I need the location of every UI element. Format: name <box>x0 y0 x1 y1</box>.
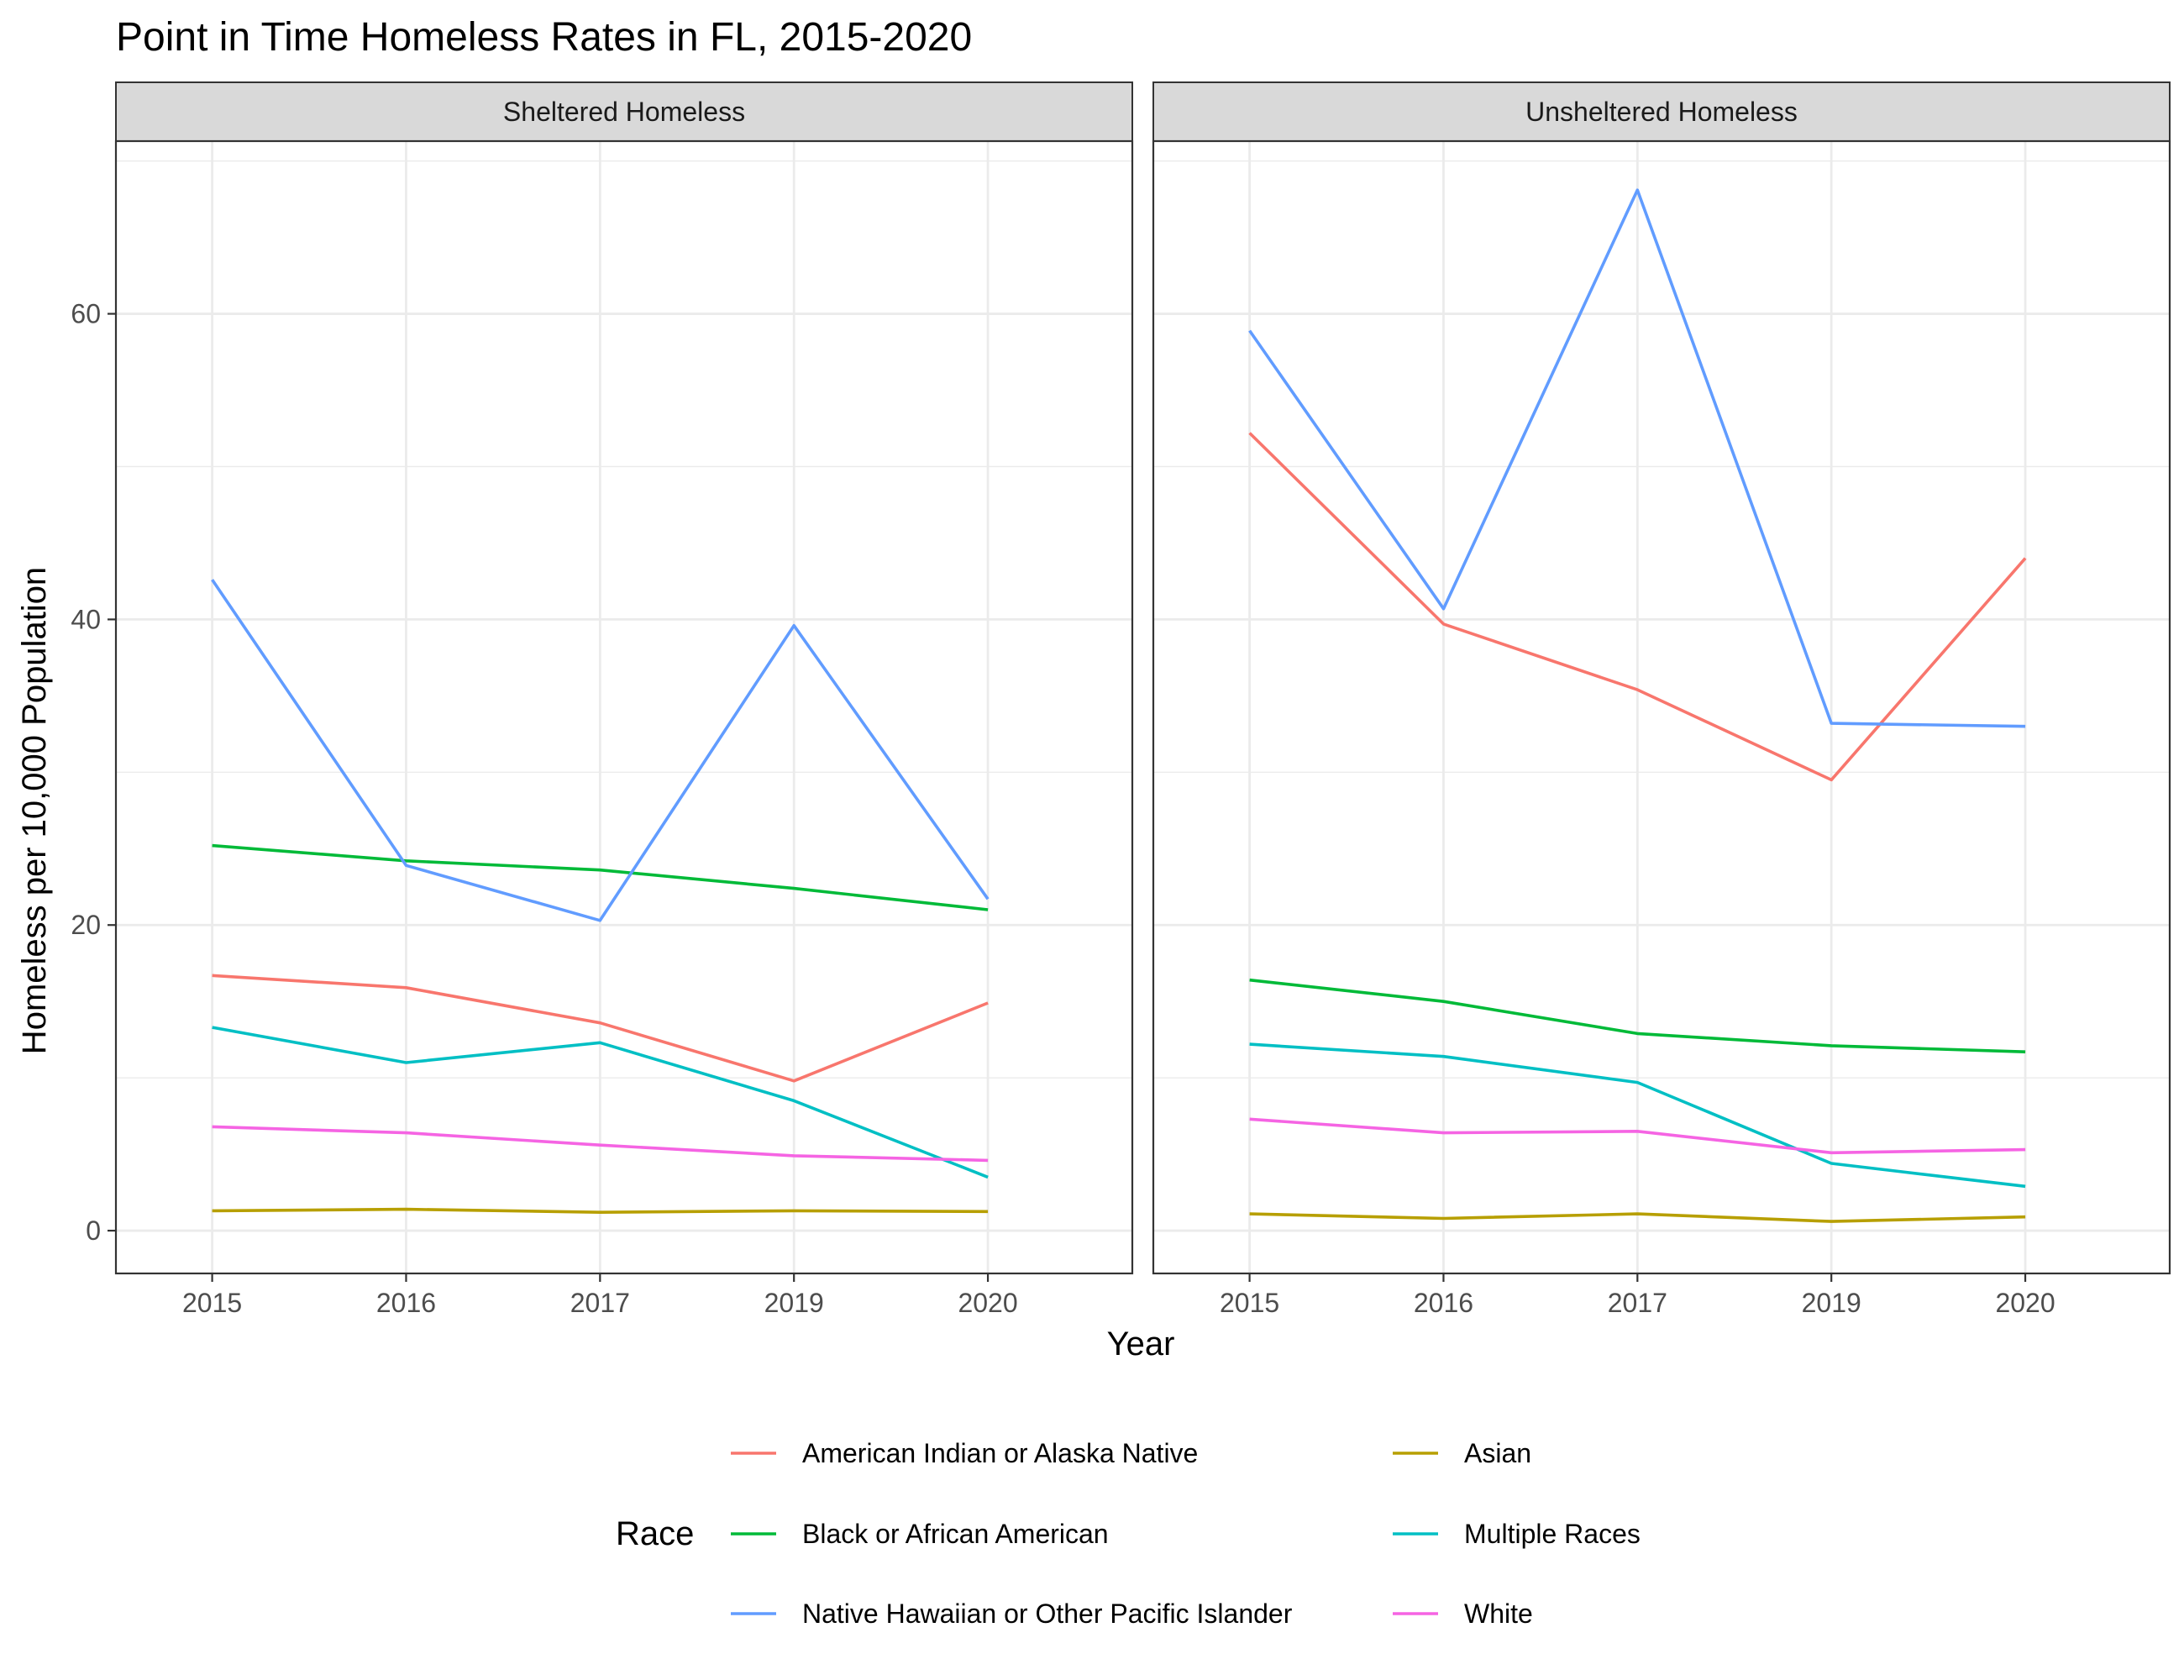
x-tick-label: 2019 <box>764 1288 824 1318</box>
series-line-multiple-races-unsheltered-homeless <box>1249 1042 2026 1189</box>
series-line-black-or-african-american-sheltered-homeless <box>212 843 989 911</box>
y-tick-label: 20 <box>71 910 101 940</box>
y-axis-title: Homeless per 10,000 Population <box>16 567 53 1054</box>
series-line-american-indian-or-alaska-native-sheltered-homeless <box>212 974 989 1083</box>
legend-label-white: White <box>1464 1599 1533 1629</box>
legend-item-black-or-african-american: Black or African American <box>731 1519 1109 1549</box>
panels: Sheltered Homeless 2015 2016 2017 2019 2020 0 2… <box>71 81 2171 1318</box>
legend-item-american-indian-or-alaska-native: American Indian or Alaska Native <box>731 1438 1198 1468</box>
series-line-native-hawaiian-or-other-pacific-islander-unsheltered-homeless <box>1248 188 2026 728</box>
panel-border-sheltered-homeless <box>114 139 1134 1275</box>
plot-area-sheltered-homeless <box>116 141 1132 1273</box>
series-line-american-indian-or-alaska-native-unsheltered-homeless <box>1248 432 2027 782</box>
legend-item-white: White <box>1393 1599 1533 1629</box>
x-tick-label: 2020 <box>958 1288 1017 1318</box>
x-tick-label: 2016 <box>376 1288 436 1318</box>
legend-label-asian: Asian <box>1464 1438 1531 1468</box>
strip-label-sheltered-homeless: Sheltered Homeless <box>503 97 745 127</box>
y-tick-label: 60 <box>71 299 101 329</box>
legend-label-black-or-african-american: Black or African American <box>802 1519 1109 1549</box>
panel-sheltered-homeless: Sheltered Homeless 2015 2016 2017 2019 2020 0 2… <box>71 81 1134 1318</box>
series-line-white-unsheltered-homeless <box>1249 1117 2026 1155</box>
x-tick-label: 2015 <box>182 1288 242 1318</box>
x-tick-label: 2015 <box>1220 1288 1279 1318</box>
series-line-white-sheltered-homeless <box>212 1125 989 1163</box>
legend-item-native-hawaiian-or-other-pacific-islander: Native Hawaiian or Other Pacific Islande… <box>731 1599 1293 1629</box>
y-tick-label: 40 <box>71 604 101 634</box>
panel-unsheltered-homeless: Unsheltered Homeless 2015 2016 2017 2019 2020 <box>1152 81 2171 1318</box>
legend-title: Race <box>616 1515 694 1552</box>
x-tick-label: 2016 <box>1414 1288 1473 1318</box>
x-tick-label: 2017 <box>570 1288 630 1318</box>
legend: Race American Indian or Alaska Native Asi… <box>616 1438 1641 1629</box>
panel-border-unsheltered-homeless <box>1152 139 2171 1275</box>
legend-label-american-indian-or-alaska-native: American Indian or Alaska Native <box>802 1438 1198 1468</box>
legend-item-asian: Asian <box>1393 1438 1531 1468</box>
x-tick-label: 2019 <box>1802 1288 1861 1318</box>
strip-sheltered-homeless <box>115 81 1133 142</box>
y-tick-label: 0 <box>86 1215 101 1246</box>
series-line-native-hawaiian-or-other-pacific-islander-sheltered-homeless <box>211 579 990 922</box>
legend-label-native-hawaiian-or-other-pacific-islander: Native Hawaiian or Other Pacific Islande… <box>802 1599 1293 1629</box>
series-line-asian-sheltered-homeless <box>212 1207 989 1214</box>
legend-label-multiple-races: Multiple Races <box>1464 1519 1641 1549</box>
series-line-multiple-races-sheltered-homeless <box>212 1026 989 1179</box>
chart-title: Point in Time Homeless Rates in FL, 2015… <box>116 15 972 60</box>
series-line-black-or-african-american-unsheltered-homeless <box>1249 978 2026 1053</box>
x-tick-label: 2017 <box>1608 1288 1667 1318</box>
series-line-asian-unsheltered-homeless <box>1249 1212 2026 1223</box>
legend-item-multiple-races: Multiple Races <box>1393 1519 1641 1549</box>
x-axis-title: Year <box>1107 1326 1175 1362</box>
x-tick-label: 2020 <box>1995 1288 2055 1318</box>
plot-area-unsheltered-homeless <box>1153 141 2170 1273</box>
strip-label-unsheltered-homeless: Unsheltered Homeless <box>1525 97 1798 127</box>
